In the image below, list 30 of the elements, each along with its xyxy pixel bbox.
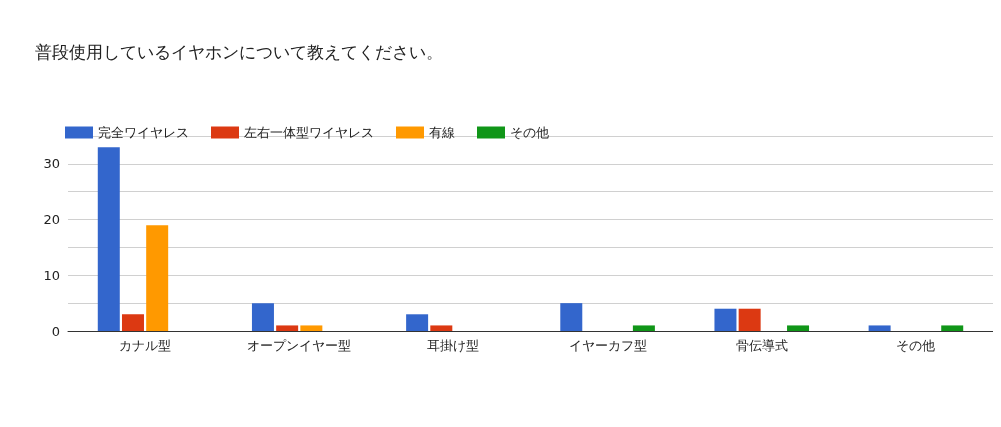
chart-title: 普段使用しているイヤホンについて教えてください。 [35, 41, 443, 62]
bar [941, 325, 964, 331]
bar [560, 303, 583, 331]
legend-label: 左右一体型ワイヤレス [244, 125, 374, 140]
legend-label: 有線 [429, 125, 455, 140]
bar [121, 314, 144, 331]
y-tick-label: 20 [43, 212, 60, 228]
bar [632, 325, 655, 331]
x-tick-label: 骨伝導式 [735, 338, 788, 353]
y-tick-label: 30 [43, 156, 60, 172]
x-tick-label: オープンイヤー型 [247, 338, 352, 353]
bar [251, 303, 274, 331]
x-tick-label: その他 [896, 338, 936, 353]
bar [300, 325, 323, 331]
bar [714, 308, 737, 331]
x-tick-label: カナル型 [119, 338, 172, 353]
x-tick-label: イヤーカフ型 [568, 338, 647, 353]
y-tick-label: 0 [51, 323, 60, 339]
bar [97, 147, 120, 331]
bar [787, 325, 810, 331]
legend-label: 完全ワイヤレス [98, 125, 189, 140]
bar [146, 225, 169, 331]
legend-label: その他 [510, 125, 549, 140]
x-tick-label: 耳掛け型 [427, 338, 480, 353]
bar [276, 325, 299, 331]
y-tick-label: 10 [43, 267, 60, 283]
bar [430, 325, 453, 331]
bar [738, 308, 761, 331]
bar [868, 325, 891, 331]
bar [406, 314, 429, 331]
